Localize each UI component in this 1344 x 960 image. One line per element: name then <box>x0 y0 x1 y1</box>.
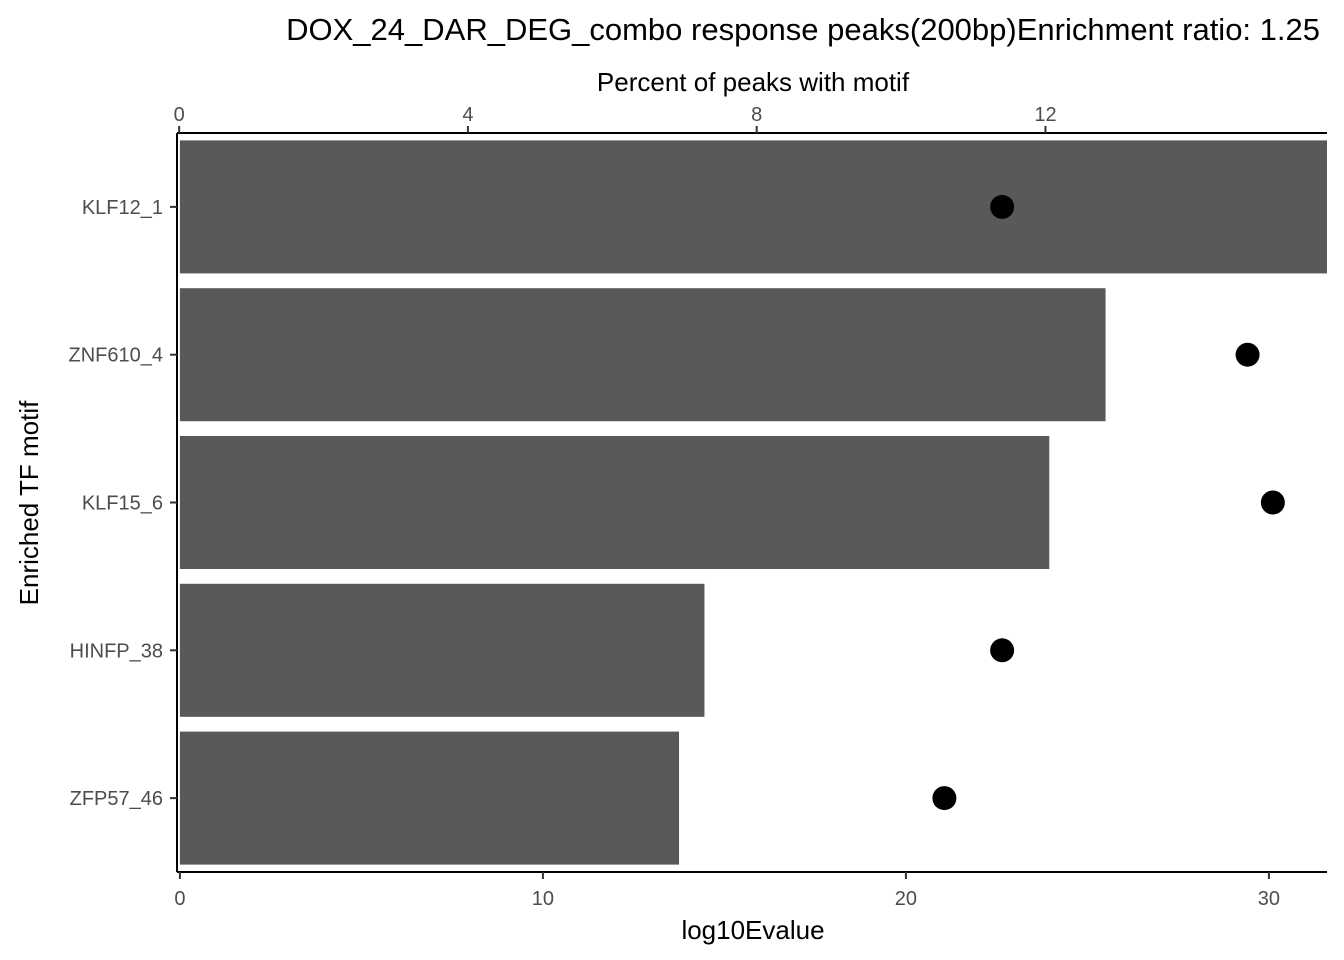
point-KLF15_6 <box>1260 490 1285 515</box>
y-axis-title: Enriched TF motif <box>14 400 44 605</box>
bar-HINFP_38 <box>179 583 705 717</box>
bottom-axis-title: log10Evalue <box>681 915 824 945</box>
x2-tick-label-0: 0 <box>174 104 185 126</box>
point-ZFP57_46 <box>932 786 957 811</box>
y-tick-label-KLF15_6: KLF15_6 <box>82 493 163 515</box>
x-tick-label-30: 30 <box>1258 888 1280 910</box>
x2-tick-label-4: 4 <box>462 104 473 126</box>
chart-title: DOX_24_DAR_DEG_combo response peaks(200b… <box>286 12 1320 47</box>
top-axis-title: Percent of peaks with motif <box>597 67 910 97</box>
bar-ZFP57_46 <box>179 731 680 865</box>
bar-KLF15_6 <box>179 435 1050 570</box>
point-ZNF610_4 <box>1235 342 1260 367</box>
y-tick-label-KLF12_1: KLF12_1 <box>82 197 163 219</box>
x2-tick-label-8: 8 <box>751 104 762 126</box>
point-HINFP_38 <box>990 638 1015 663</box>
bar-ZNF610_4 <box>179 288 1106 422</box>
y-tick-label-HINFP_38: HINFP_38 <box>70 640 163 662</box>
y-tick-label-ZFP57_46: ZFP57_46 <box>70 788 163 810</box>
x-tick-label-10: 10 <box>532 888 554 910</box>
x2-tick-label-12: 12 <box>1034 104 1056 126</box>
y-tick-label-ZNF610_4: ZNF610_4 <box>69 345 164 367</box>
point-KLF12_1 <box>990 194 1015 219</box>
plot-area: KLF12_1 ZNF610_4 KLF15_6 HINFP_38 ZFP57_46 0 1… <box>69 104 1327 910</box>
x-tick-label-20: 20 <box>895 888 917 910</box>
x-tick-label-0: 0 <box>174 888 185 910</box>
bar-KLF12_1 <box>179 140 1327 274</box>
